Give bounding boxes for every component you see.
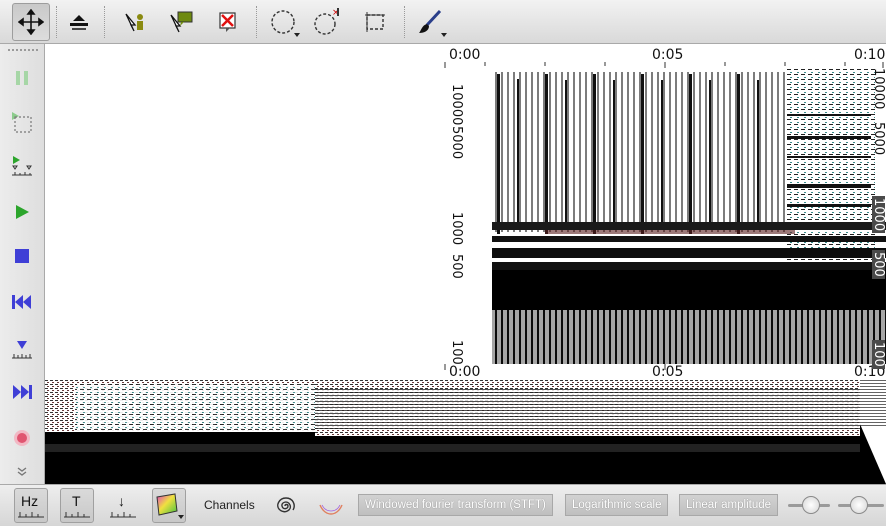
delete-cross-icon (219, 12, 236, 32)
toolbar-separator (104, 6, 105, 38)
rewind-button[interactable] (4, 286, 40, 318)
freq-label-left: 10000 (449, 84, 464, 126)
rewind-icon (12, 295, 31, 309)
marker-cursor-icon (125, 13, 143, 32)
play-icon (16, 205, 29, 219)
comment-tool-button[interactable] (162, 3, 200, 41)
goto-marker-button[interactable] (4, 334, 40, 366)
slider-knob[interactable] (802, 496, 820, 514)
left-toolbar (0, 44, 45, 484)
freq-label-right: 1000 (871, 196, 886, 234)
brush-icon (419, 9, 447, 37)
hz-label: Hz (21, 492, 39, 509)
freq-label-left: 100 (449, 340, 464, 365)
toolbar-separator (256, 6, 257, 38)
play-button[interactable] (4, 196, 40, 228)
channels-label[interactable]: Channels (204, 498, 255, 512)
ruler-icon (110, 511, 136, 517)
add-marker-tool-button[interactable] (116, 3, 154, 41)
goto-marker-icon (12, 341, 32, 359)
overview-spectrogram (45, 380, 886, 484)
peak-select-icon: × (314, 8, 340, 35)
ellipse-select-icon (271, 10, 300, 37)
top-toolbar: × (0, 0, 886, 44)
toolbar-separator (404, 6, 405, 38)
play-selection-icon (12, 112, 32, 133)
stop-button[interactable] (4, 240, 40, 272)
freq-label-left: 1000 (449, 212, 464, 246)
pause-button[interactable] (4, 62, 40, 94)
spectrogram-canvas[interactable] (45, 44, 886, 484)
record-icon (14, 430, 30, 446)
play-marker-button[interactable] (4, 150, 40, 182)
time-label-bottom: 0:00 (449, 364, 481, 380)
play-selection-button[interactable] (4, 106, 40, 138)
toolbar-separator (56, 6, 57, 38)
freq-label-right: 100 (871, 340, 886, 369)
time-label-top: 0:05 (652, 47, 684, 63)
comment-balloon-icon (170, 11, 193, 33)
rect-select-tool-button[interactable] (356, 3, 394, 41)
svg-text:×: × (332, 8, 340, 18)
ruler-icon (18, 511, 44, 517)
transform-settings-button[interactable] (268, 488, 302, 523)
record-button[interactable] (4, 422, 40, 454)
fast-forward-button[interactable] (4, 376, 40, 408)
time-label-bottom: 0:05 (652, 364, 684, 380)
brush-tool-button[interactable] (412, 3, 450, 41)
stop-icon (15, 249, 29, 263)
time-label-top: 0:00 (449, 47, 481, 63)
fast-forward-icon (13, 385, 32, 399)
colormap-button[interactable] (152, 488, 186, 523)
colormap-icon (156, 492, 184, 519)
curve-button[interactable] (314, 488, 348, 523)
more-button[interactable] (4, 462, 40, 482)
ruler-icon (64, 511, 90, 517)
scale-pill[interactable]: Logarithmic scale (565, 494, 669, 516)
spectrogram-view[interactable]: 0:00 0:05 0:10 0:00 0:05 0:10 10000 5000… (45, 44, 886, 484)
hz-axis-button[interactable]: Hz (14, 488, 48, 523)
play-marker-icon (12, 156, 32, 176)
t-label: T (72, 492, 81, 509)
transform-pill[interactable]: Windowed fourier transform (STFT) (358, 494, 553, 516)
ellipse-select-tool-button[interactable] (264, 3, 302, 41)
rect-select-icon (365, 12, 385, 32)
amplitude-axis-button[interactable]: ↓ (106, 488, 140, 523)
freq-label-right: 5000 (871, 122, 886, 156)
toolbar-grip[interactable] (8, 49, 38, 52)
navigation-tool-button[interactable] (12, 3, 50, 41)
peak-select-tool-button[interactable]: × (308, 3, 346, 41)
layer-stack-icon (70, 15, 88, 30)
time-ruler-top (444, 62, 884, 68)
arrow-label: ↓ (118, 492, 125, 509)
time-label-top: 0:10 (854, 47, 886, 63)
amplitude-pill[interactable]: Linear amplitude (679, 494, 779, 516)
upper-spectrogram (492, 69, 886, 364)
curve-icon (319, 504, 343, 515)
chevron-down-icon (17, 467, 27, 476)
freq-label-left: 5000 (449, 126, 464, 160)
move-arrows-icon (18, 9, 44, 35)
freq-label-right: 500 (871, 250, 886, 279)
slider-knob[interactable] (850, 496, 868, 514)
spiral-icon (277, 496, 295, 512)
time-axis-button[interactable]: T (60, 488, 94, 523)
freq-label-right: 10000 (871, 68, 886, 110)
pause-icon (16, 71, 28, 85)
layer-tool-button[interactable] (60, 3, 98, 41)
delete-tool-button[interactable] (208, 3, 246, 41)
freq-label-left: 500 (449, 254, 464, 279)
bottom-toolbar: Hz T ↓ (0, 484, 886, 526)
